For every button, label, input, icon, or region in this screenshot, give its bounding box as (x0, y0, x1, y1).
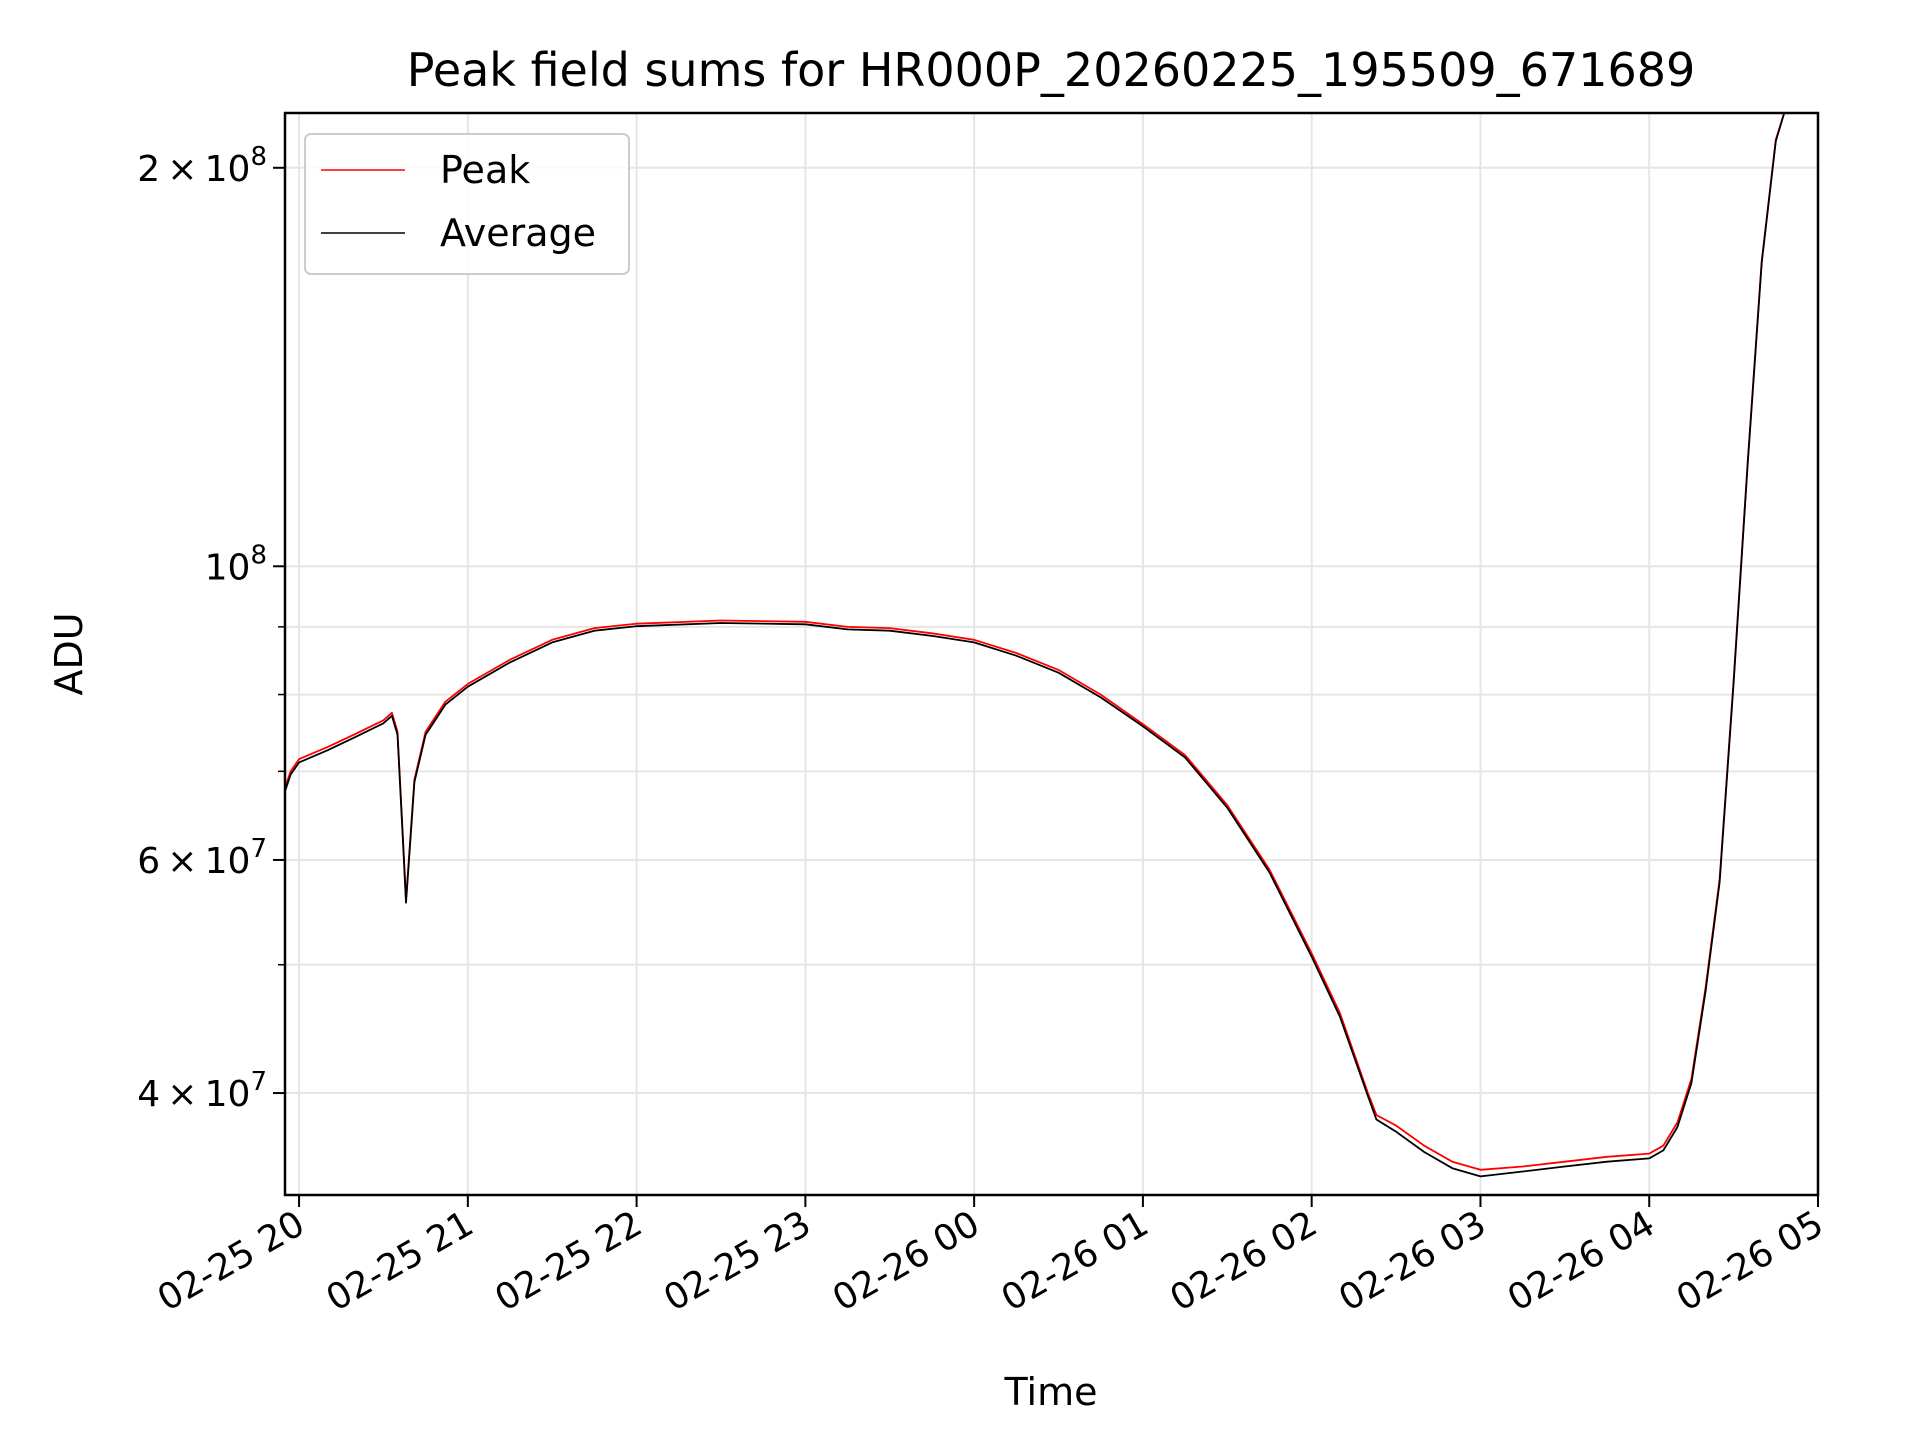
y-tick-exponent: 8 (250, 142, 267, 172)
y-tick-base: 4 × 10 (137, 1074, 250, 1115)
y-axis-label: ADU (47, 612, 91, 695)
y-tick-exponent: 8 (250, 540, 267, 570)
y-tick-label: 2 × 108 (137, 142, 267, 190)
legend: Peak Average (304, 133, 630, 275)
x-axis-label: Time (1004, 1370, 1098, 1414)
plot-frame (283, 111, 1820, 1197)
legend-label-average: Average (440, 211, 596, 255)
y-tick-base: 10 (205, 547, 251, 588)
series-layer (285, 113, 1786, 1178)
y-tick-base: 2 × 10 (137, 149, 250, 190)
y-tick-exponent: 7 (250, 1067, 267, 1097)
plot-area (285, 113, 1786, 1178)
series-line-average (285, 113, 1786, 1178)
legend-label-peak: Peak (440, 148, 530, 192)
y-tick-label: 4 × 107 (137, 1067, 267, 1115)
y-tick-base: 6 × 10 (137, 841, 250, 882)
legend-box (304, 133, 630, 275)
y-tick-exponent: 7 (250, 834, 267, 864)
y-tick-label: 108 (205, 540, 267, 588)
y-tick-label: 6 × 107 (137, 834, 267, 882)
chart-title: Peak field sums for HR000P_20260225_1955… (407, 43, 1696, 97)
